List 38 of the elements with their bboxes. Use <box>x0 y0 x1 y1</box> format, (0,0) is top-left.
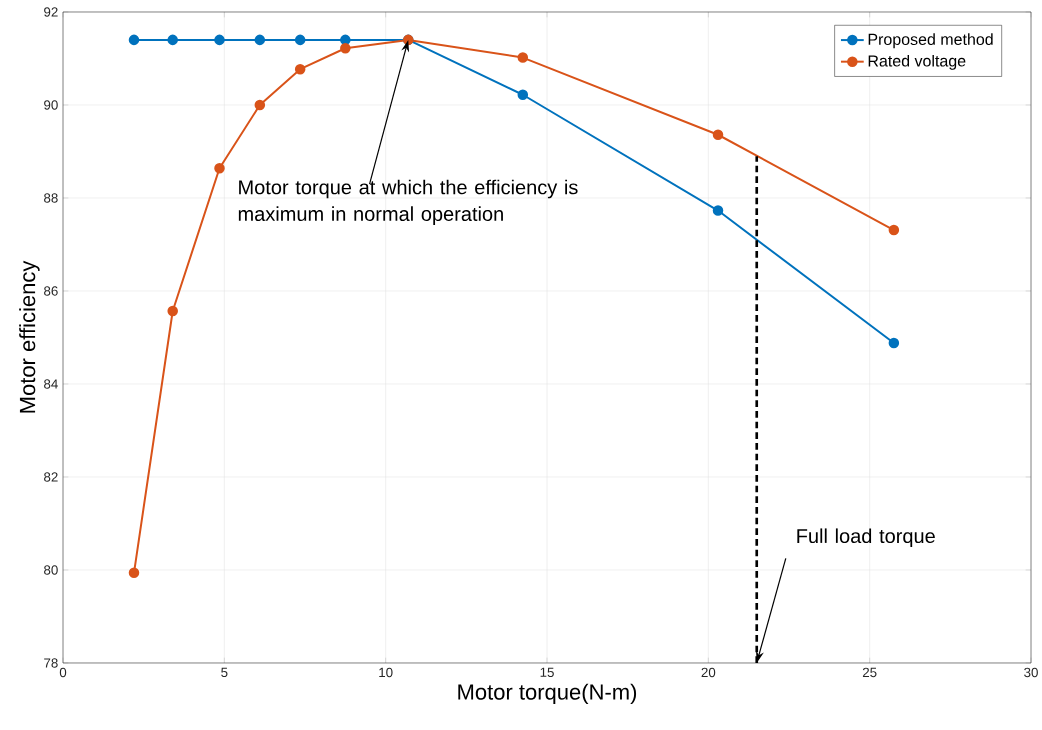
point <box>167 34 178 46</box>
point <box>517 89 529 101</box>
y-tick-label: 84 <box>44 379 58 389</box>
point <box>712 129 724 141</box>
y-axis-title: Motor efficiency <box>19 260 40 413</box>
x-tick-label: 10 <box>379 667 393 678</box>
point <box>254 34 266 46</box>
point <box>214 162 225 174</box>
point <box>712 205 724 216</box>
point <box>254 99 266 111</box>
point <box>294 34 306 46</box>
y-tick-label: 88 <box>44 193 58 203</box>
point <box>128 567 140 579</box>
y-tick-label: 90 <box>44 100 58 110</box>
y-tick-label: 92 <box>44 7 58 17</box>
point <box>128 34 140 46</box>
y-tick-label: 86 <box>44 286 58 296</box>
annotation: Motor torque at which the efficiency is maximum in normal operation <box>238 179 578 225</box>
point <box>888 224 900 236</box>
x-tick-label: 15 <box>540 667 554 677</box>
legend-label: Rated voltage <box>868 54 966 70</box>
x-tick-label: 30 <box>1024 667 1038 678</box>
x-tick-label: 0 <box>59 667 67 678</box>
point <box>214 34 225 46</box>
point <box>517 52 529 63</box>
point <box>888 337 900 349</box>
x-axis-title: Motor torque(N-m) <box>458 683 637 705</box>
point <box>294 63 306 75</box>
point <box>167 305 178 317</box>
y-tick-label: 78 <box>44 658 58 668</box>
x-tick-label: 25 <box>862 667 877 678</box>
annotation: Full load torque <box>797 528 935 548</box>
x-tick-label: 5 <box>221 667 228 677</box>
y-tick-label: 82 <box>44 472 58 482</box>
y-tick-label: 80 <box>44 565 58 575</box>
point <box>340 42 351 54</box>
x-tick-label: 20 <box>701 667 716 678</box>
legend-label: Proposed method <box>868 33 993 49</box>
